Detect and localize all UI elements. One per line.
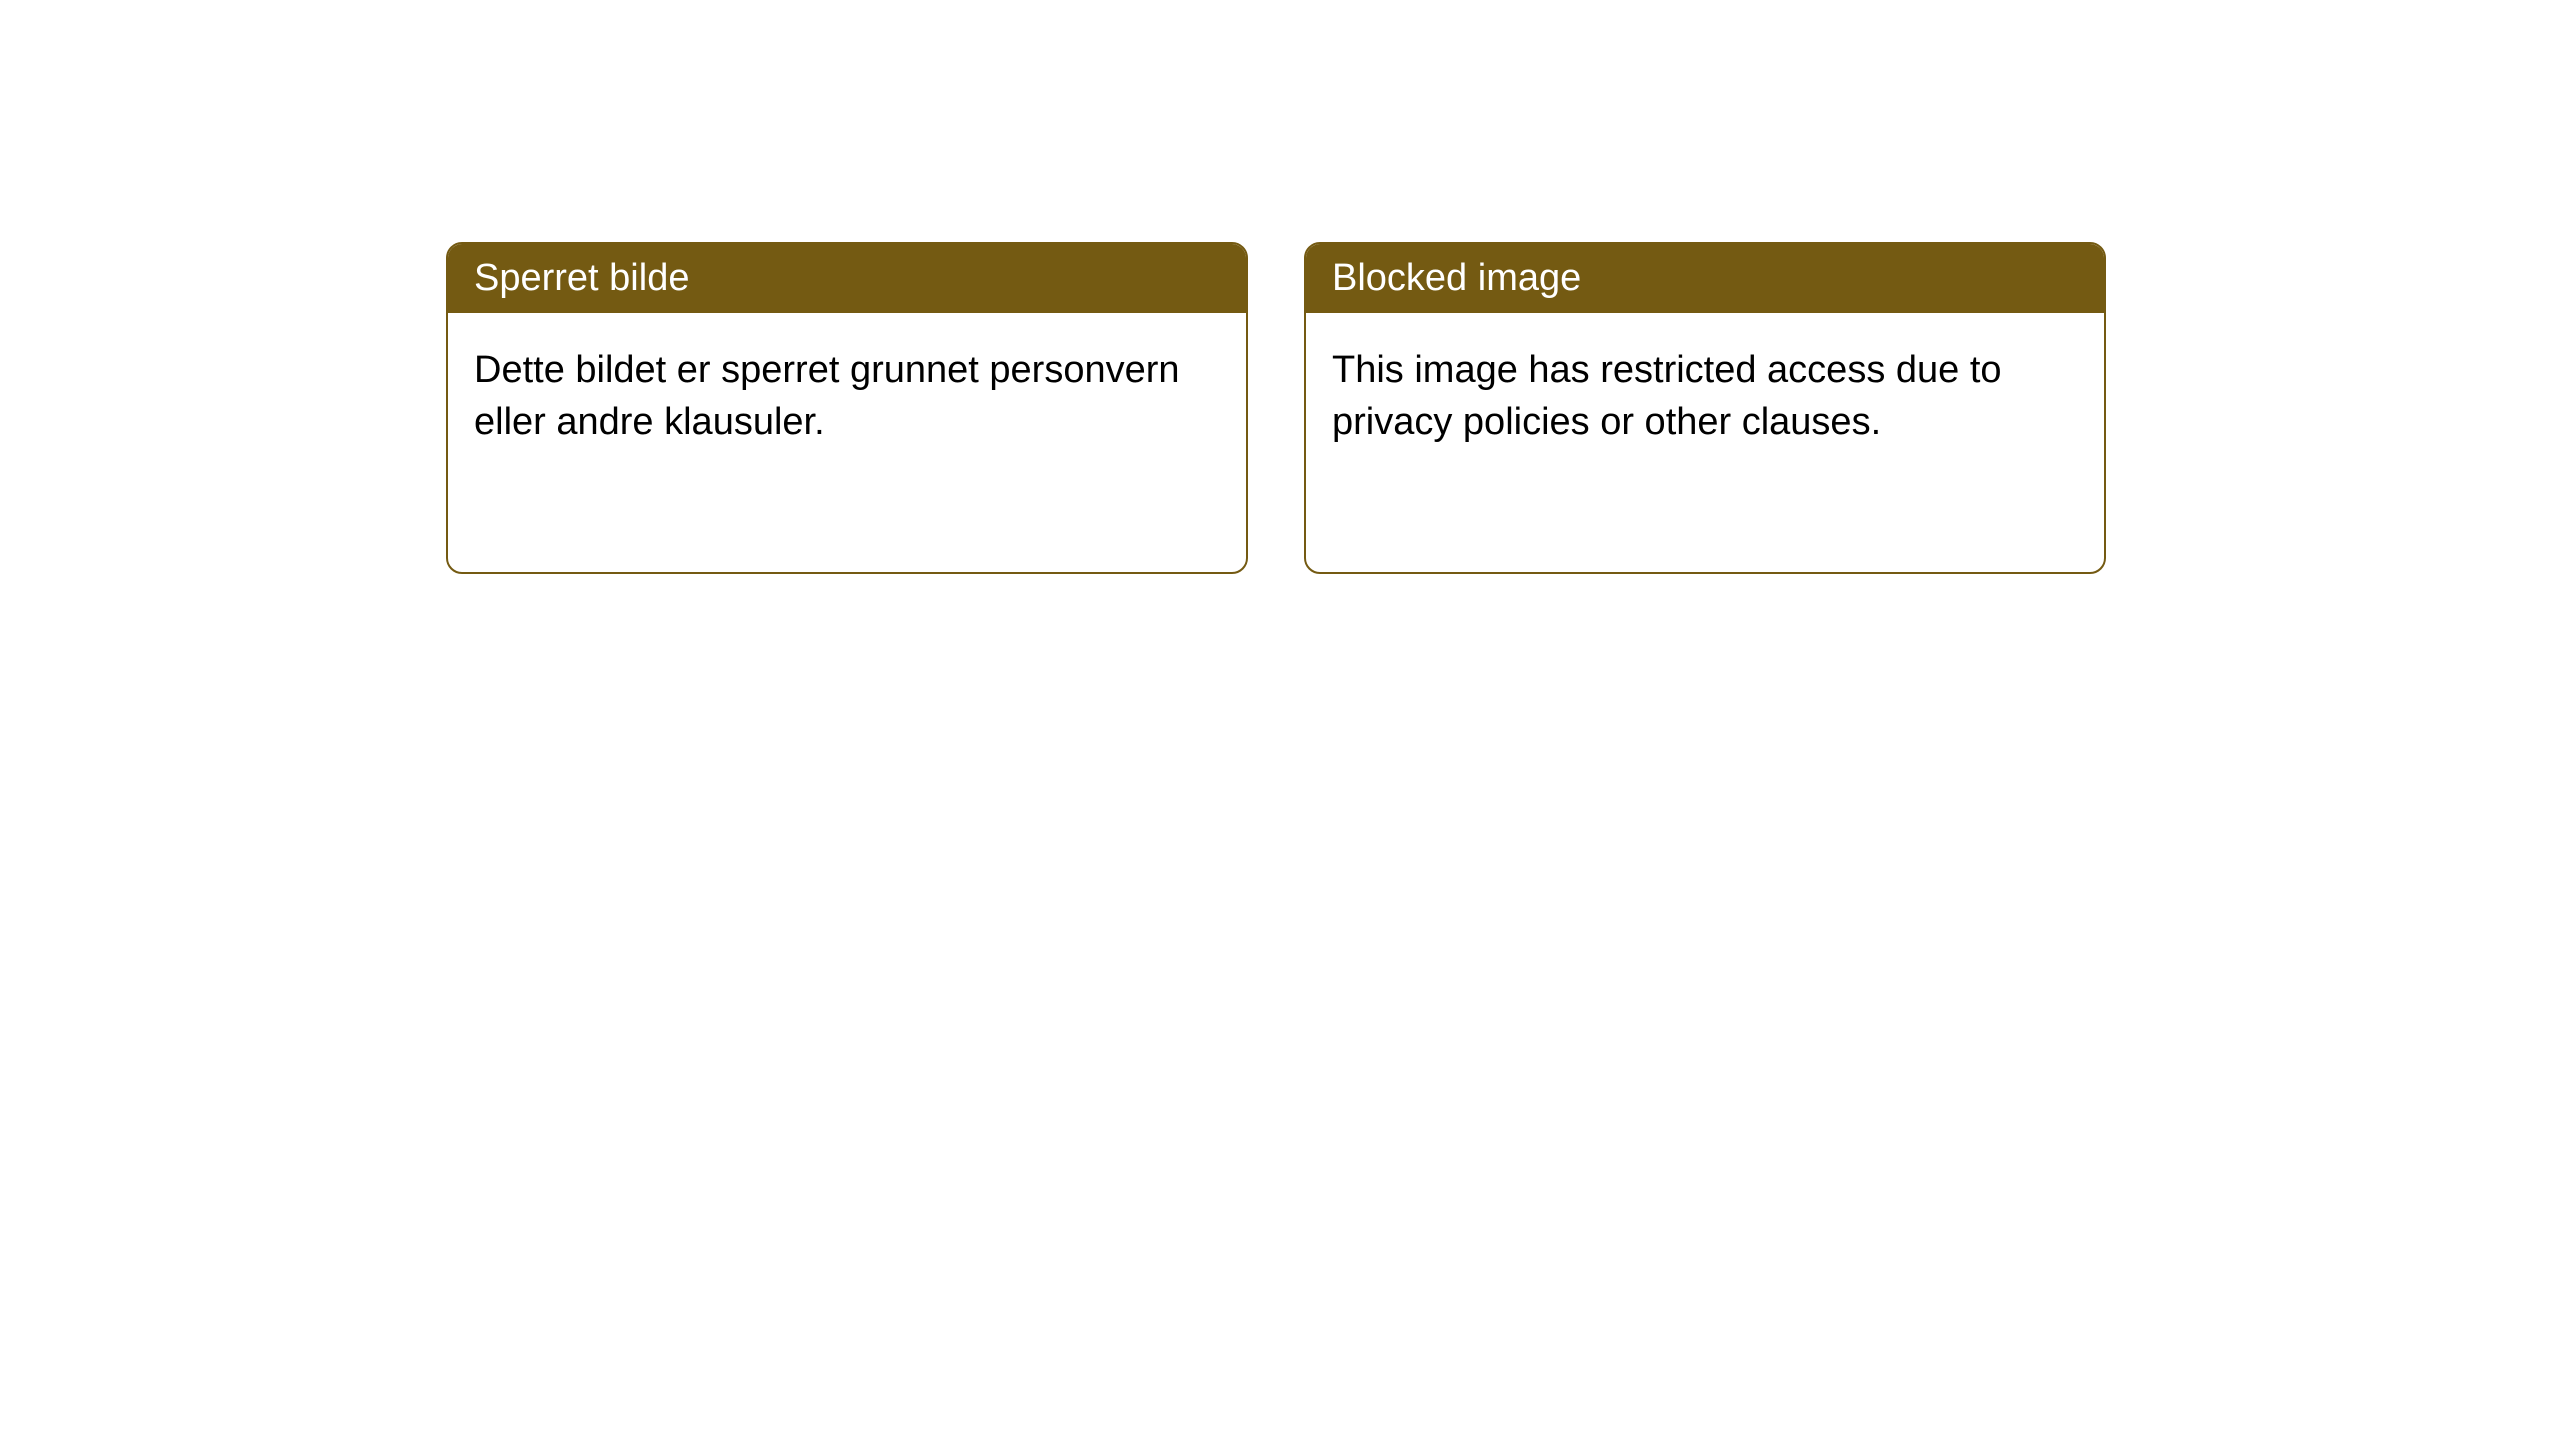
- card-body: Dette bildet er sperret grunnet personve…: [448, 313, 1246, 480]
- notice-card-norwegian: Sperret bilde Dette bildet er sperret gr…: [446, 242, 1248, 574]
- card-title: Sperret bilde: [474, 257, 689, 299]
- card-body-text: Dette bildet er sperret grunnet personve…: [474, 349, 1180, 442]
- card-title: Blocked image: [1332, 257, 1581, 299]
- notice-card-english: Blocked image This image has restricted …: [1304, 242, 2106, 574]
- card-body-text: This image has restricted access due to …: [1332, 349, 2002, 442]
- card-body: This image has restricted access due to …: [1306, 313, 2104, 480]
- card-header: Blocked image: [1306, 244, 2104, 313]
- card-header: Sperret bilde: [448, 244, 1246, 313]
- notice-cards-container: Sperret bilde Dette bildet er sperret gr…: [446, 242, 2106, 574]
